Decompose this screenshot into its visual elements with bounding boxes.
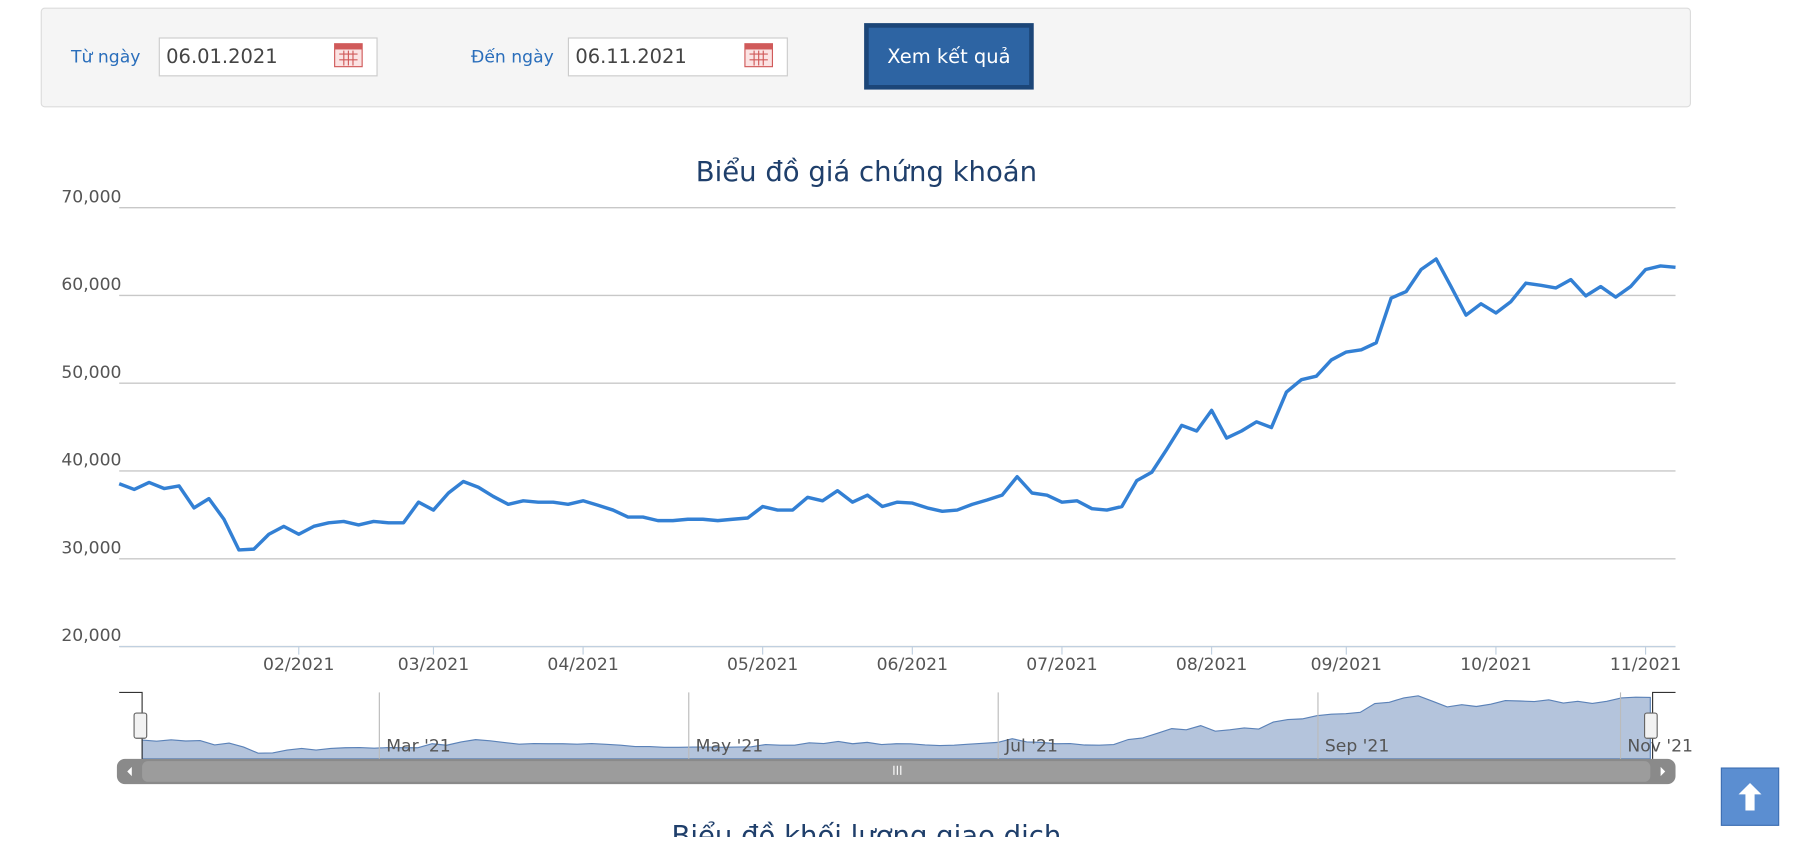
navigator-label: Jul '21 (1004, 736, 1058, 756)
button-label: Xem kết quả (887, 45, 1010, 68)
from-value: 06.01.2021 (166, 45, 277, 68)
submit-button[interactable] (864, 23, 1034, 90)
y-tick-label: 20,000 (61, 626, 121, 646)
x-tick-label: 10/2021 (1460, 655, 1531, 675)
navigator-handle[interactable] (1644, 712, 1658, 739)
x-tick-label: 07/2021 (1026, 655, 1097, 675)
x-tick-label: 09/2021 (1311, 655, 1382, 675)
price-line (118, 257, 1676, 552)
to-label: Đến ngày (471, 46, 554, 67)
navigator-frame (116, 691, 1676, 785)
calendar-icon[interactable] (334, 43, 363, 68)
x-tick-label: 03/2021 (398, 655, 469, 675)
y-tick-label: 40,000 (61, 451, 121, 471)
navigator-label: Nov '21 (1627, 736, 1693, 756)
x-tick-label: 04/2021 (547, 655, 618, 675)
y-tick-label: 50,000 (61, 363, 121, 383)
calendar-icon[interactable] (744, 43, 774, 68)
x-tick-label: 02/2021 (263, 655, 334, 675)
x-tick-label: 05/2021 (727, 655, 798, 675)
to-value: 06.11.2021 (575, 45, 686, 68)
navigator-handle[interactable] (133, 712, 148, 739)
y-tick-label: 30,000 (61, 538, 121, 558)
x-tick-label: 11/2021 (1610, 655, 1681, 675)
scroll-top-button[interactable] (1720, 767, 1780, 826)
y-tick-label: 70,000 (61, 187, 121, 207)
from-label: Từ ngày (70, 47, 140, 67)
y-tick-label: 60,000 (61, 275, 121, 295)
navigator-label: May '21 (696, 736, 764, 756)
x-tick-label: 08/2021 (1176, 655, 1247, 675)
next-chart-title: Biểu đồ khối lượng giao dịch (671, 820, 1061, 837)
x-tick-label: 06/2021 (877, 655, 948, 675)
navigator-label: Sep '21 (1325, 736, 1389, 756)
navigator-label: Mar '21 (386, 736, 451, 756)
navigator-area (141, 695, 1651, 760)
chart-title: Biểu đồ giá chứng khoán (696, 156, 1037, 188)
